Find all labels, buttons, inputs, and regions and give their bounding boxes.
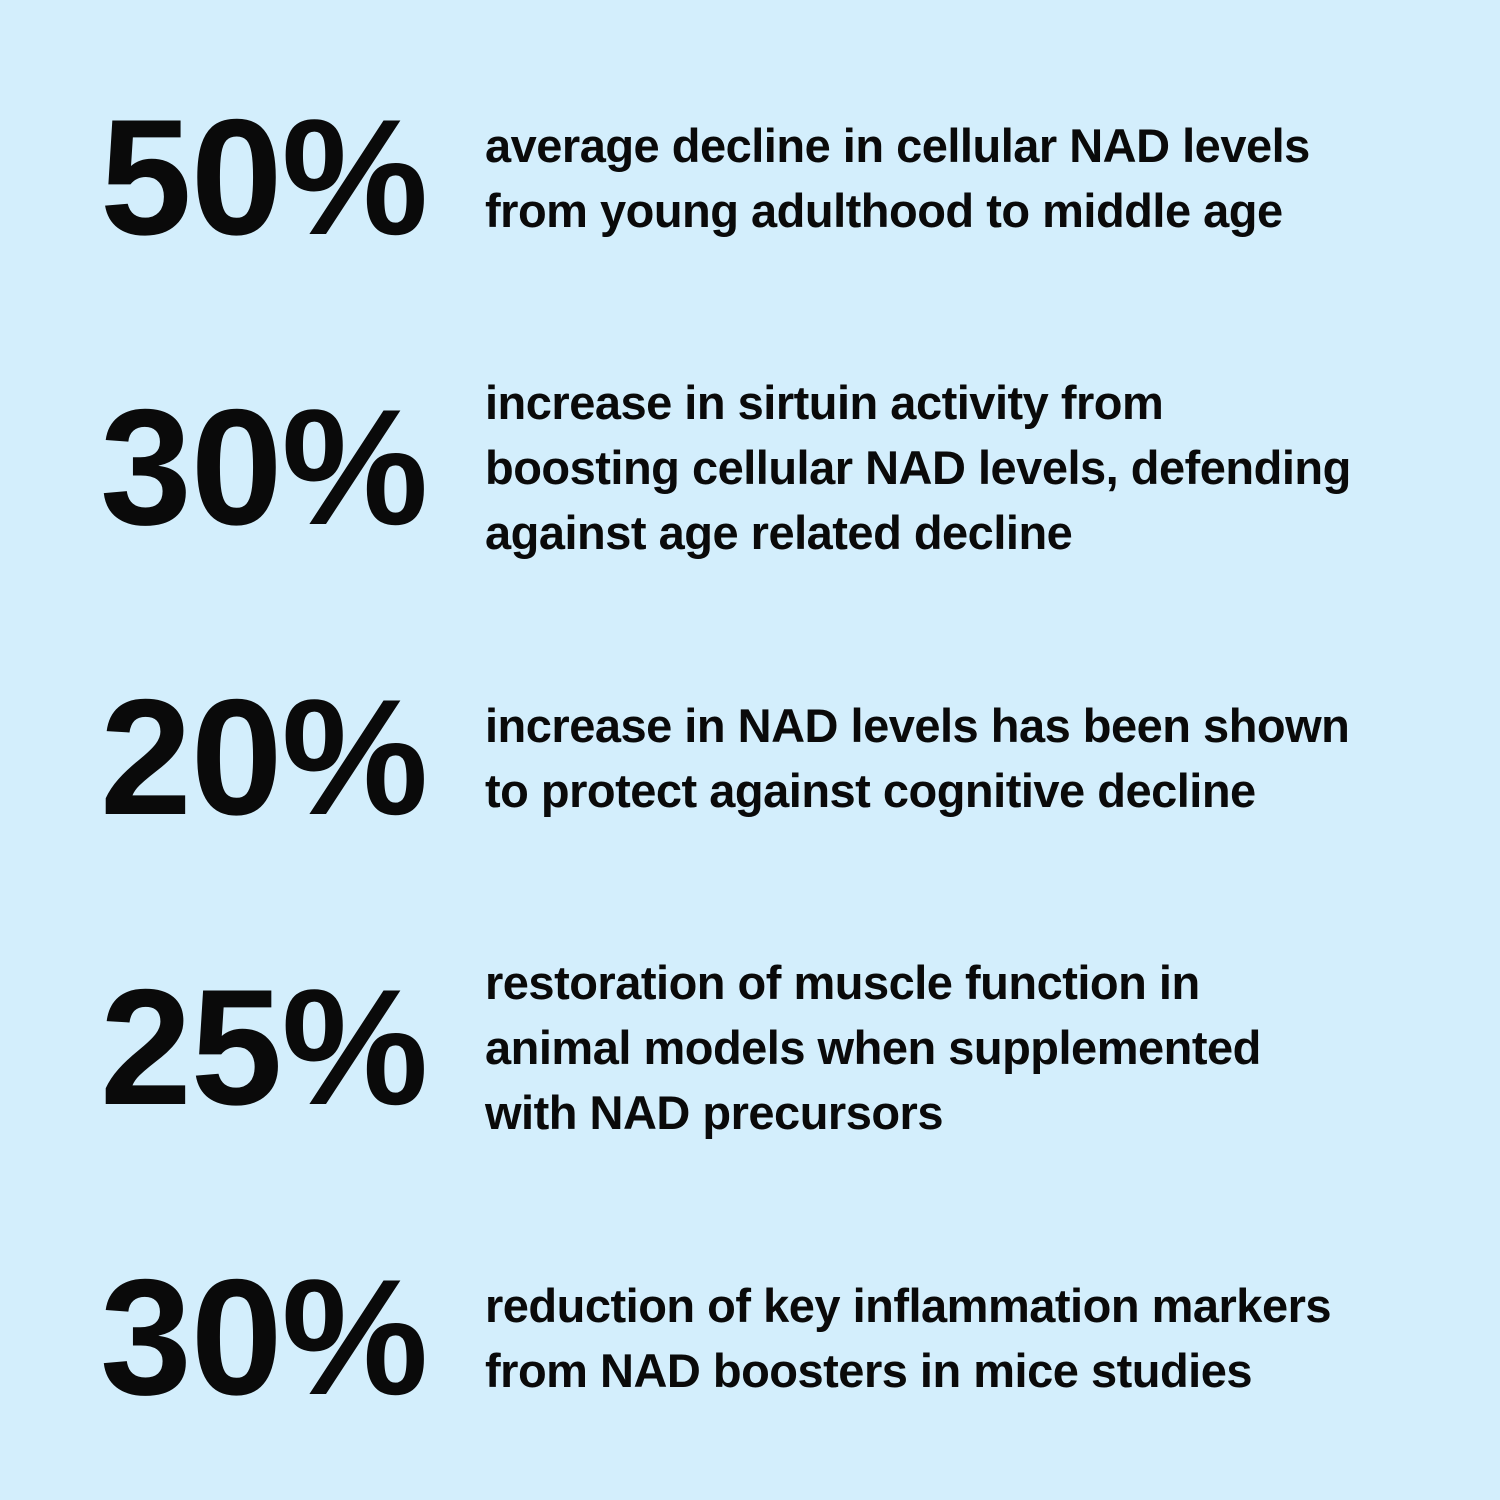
stat-description-line: increase in NAD levels has been shown bbox=[485, 698, 1350, 752]
stat-row-cognitive-decline: 20% increase in NAD levels has been show… bbox=[100, 675, 1480, 840]
stat-description-line: average decline in cellular NAD levels bbox=[485, 118, 1310, 172]
stat-value: 25% bbox=[100, 955, 428, 1139]
stat-description-line: from NAD boosters in mice studies bbox=[485, 1343, 1253, 1397]
stat-row-muscle-function: 25% restoration of muscle function in an… bbox=[100, 950, 1480, 1145]
stat-description-line: restoration of muscle function in bbox=[485, 956, 1200, 1009]
stat-value: 30% bbox=[100, 1245, 428, 1429]
stat-value: 50% bbox=[100, 85, 428, 269]
stat-description: average decline in cellular NAD levels f… bbox=[485, 113, 1480, 243]
stat-description-line: to protect against cognitive decline bbox=[485, 763, 1256, 817]
stat-description: reduction of key inflammation markers fr… bbox=[485, 1273, 1480, 1403]
stat-description-line: boosting cellular NAD levels, defending bbox=[485, 441, 1351, 494]
nad-stats-infographic: 50% average decline in cellular NAD leve… bbox=[100, 95, 1480, 1420]
stat-row-inflammation-markers: 30% reduction of key inflammation marker… bbox=[100, 1255, 1480, 1420]
stat-row-sirtuin-activity: 30% increase in sirtuin activity from bo… bbox=[100, 370, 1480, 565]
stat-description-line: against age related decline bbox=[485, 506, 1073, 559]
stat-description: increase in sirtuin activity from boosti… bbox=[485, 370, 1480, 565]
stat-description-line: with NAD precursors bbox=[485, 1086, 943, 1139]
stat-value: 30% bbox=[100, 375, 428, 559]
stat-description-line: animal models when supplemented bbox=[485, 1021, 1261, 1074]
stat-description: restoration of muscle function in animal… bbox=[485, 950, 1480, 1145]
stat-value: 20% bbox=[100, 665, 428, 849]
stat-description-line: increase in sirtuin activity from bbox=[485, 376, 1164, 429]
stat-description-line: reduction of key inflammation markers bbox=[485, 1278, 1332, 1332]
stat-description-line: from young adulthood to middle age bbox=[485, 183, 1283, 237]
stat-description: increase in NAD levels has been shown to… bbox=[485, 693, 1480, 823]
stat-row-nad-decline: 50% average decline in cellular NAD leve… bbox=[100, 95, 1480, 260]
